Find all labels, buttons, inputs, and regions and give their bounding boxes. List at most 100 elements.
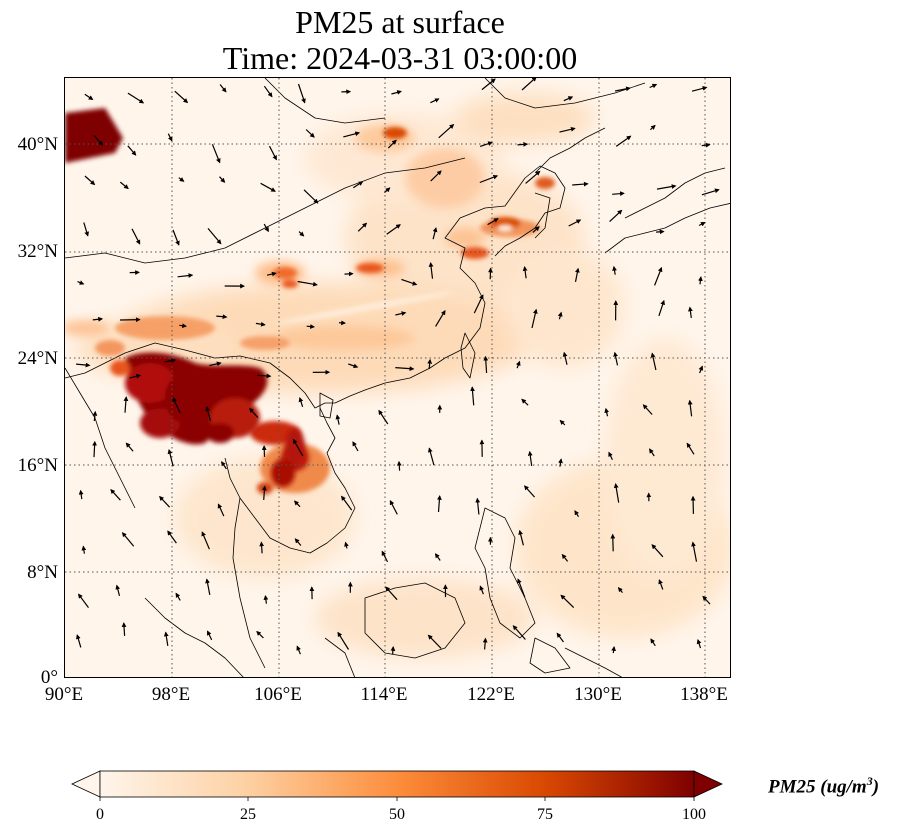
- wind-arrow: [123, 396, 129, 413]
- wind-arrow: [205, 406, 211, 422]
- wind-arrow: [92, 410, 98, 422]
- colorbar-tick-label: 100: [682, 806, 706, 823]
- wind-arrow: [609, 209, 623, 223]
- wind-arrow: [167, 530, 177, 544]
- wind-arrow: [612, 265, 617, 275]
- wind-arrow: [78, 593, 89, 608]
- wind-arrow: [430, 98, 440, 104]
- pm25-map: [65, 78, 730, 677]
- lon-tick-label: 98°E: [151, 684, 191, 705]
- wind-arrow: [688, 306, 693, 318]
- wind-arrow: [395, 311, 407, 316]
- wind-arrow: [523, 485, 536, 498]
- wind-arrow: [479, 585, 484, 595]
- wind-arrow: [305, 129, 315, 138]
- wind-arrow: [487, 218, 499, 226]
- wind-arrow: [306, 324, 315, 329]
- wind-arrow: [177, 273, 194, 278]
- wind-arrow: [686, 442, 695, 455]
- wind-arrow: [556, 632, 564, 643]
- wind-arrow: [206, 630, 213, 641]
- wind-arrow: [479, 174, 499, 184]
- wind-arrow: [613, 483, 620, 503]
- wind-arrow: [378, 409, 389, 425]
- wind-arrow: [696, 638, 702, 649]
- wind-arrow: [263, 85, 273, 98]
- wind-arrow: [527, 450, 533, 466]
- wind-arrow: [263, 594, 269, 604]
- wind-arrow: [159, 495, 171, 508]
- colorbar-label: PM25 (ug/m3): [768, 774, 880, 798]
- wind-arrow: [691, 86, 708, 92]
- wind-arrow: [172, 229, 180, 246]
- wind-arrow: [574, 510, 580, 518]
- wind-arrow: [651, 544, 664, 558]
- wind-arrow: [381, 550, 389, 563]
- wind-arrow: [479, 141, 493, 147]
- wind-arrow: [658, 299, 665, 317]
- wind-arrow: [115, 584, 121, 597]
- wind-arrow: [352, 181, 364, 189]
- lon-tick-label: 90°E: [44, 684, 84, 705]
- wind-arrow: [395, 366, 415, 372]
- colorbar-extend-low: [71, 770, 101, 798]
- wind-arrow: [483, 355, 489, 373]
- wind-arrow: [163, 631, 169, 646]
- wind-arrow: [434, 553, 441, 561]
- wind-arrow: [387, 139, 397, 149]
- wind-arrow: [256, 630, 264, 639]
- wind-arrow: [219, 176, 226, 183]
- map-panel: [64, 77, 731, 678]
- wind-arrow: [297, 83, 306, 104]
- wind-arrow: [608, 451, 613, 461]
- wind-arrow: [481, 78, 496, 91]
- wind-arrow: [656, 184, 677, 190]
- lon-tick-label: 130°E: [574, 684, 622, 705]
- wind-arrow: [604, 407, 610, 417]
- lon-tick-label: 114°E: [360, 684, 408, 705]
- wind-arrow: [691, 541, 698, 562]
- wind-arrow: [259, 541, 265, 554]
- wind-arrow: [560, 594, 575, 609]
- wind-arrow: [121, 622, 127, 636]
- wind-arrow: [92, 316, 104, 322]
- wind-arrow: [470, 386, 475, 406]
- wind-arrow: [337, 631, 350, 650]
- wind-arrow: [110, 488, 121, 501]
- colorbar-tick-label: 0: [96, 806, 104, 823]
- lon-tick-label: 106°E: [254, 684, 302, 705]
- wind-arrow: [658, 579, 664, 590]
- haze-layer: [75, 93, 730, 658]
- wind-arrow: [512, 625, 526, 640]
- plot-title-line2: Time: 2024-03-31 03:00:00: [222, 40, 578, 76]
- wind-arrow: [568, 219, 582, 227]
- wind-arrow: [348, 363, 359, 369]
- wind-arrow: [75, 634, 82, 648]
- wind-arrow: [613, 351, 619, 366]
- wind-arrow: [201, 531, 210, 550]
- wind-arrow: [172, 397, 181, 414]
- wind-vectors: [75, 78, 720, 655]
- wind-arrow: [297, 280, 318, 287]
- wind-arrow: [427, 634, 442, 649]
- clean-streaks: [276, 224, 513, 324]
- lat-tick-label: 24°N: [17, 348, 58, 369]
- wind-arrow: [559, 126, 576, 133]
- wind-arrow: [125, 442, 134, 452]
- wind-arrow: [179, 323, 187, 329]
- wind-arrow: [574, 267, 580, 283]
- wind-arrow: [262, 485, 267, 500]
- wind-arrow: [119, 181, 129, 190]
- wind-arrow: [293, 500, 301, 508]
- wind-arrow: [127, 145, 137, 156]
- wind-arrow: [384, 187, 391, 194]
- lat-tick-label: 32°N: [17, 241, 58, 262]
- wind-arrow: [76, 362, 91, 368]
- wind-arrow: [83, 222, 89, 237]
- wind-arrow: [391, 90, 402, 95]
- wind-arrow: [612, 191, 625, 197]
- wind-arrow: [649, 83, 658, 89]
- wind-arrow: [174, 90, 189, 104]
- colorbar-tick-label: 50: [389, 806, 405, 823]
- wind-arrow: [701, 188, 720, 196]
